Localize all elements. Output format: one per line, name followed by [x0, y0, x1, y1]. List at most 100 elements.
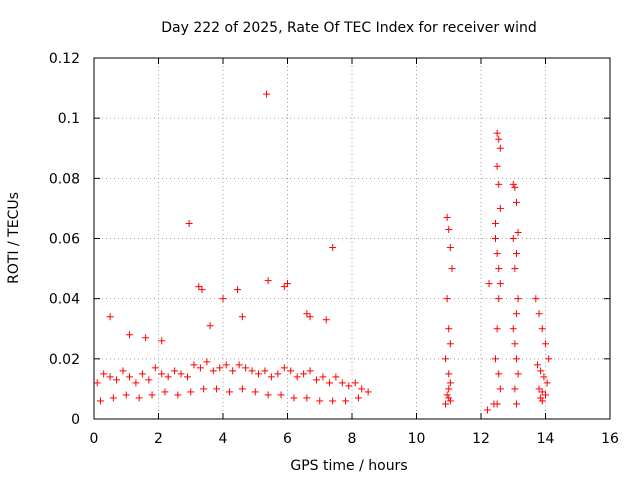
data-point [164, 373, 172, 381]
data-point [509, 235, 517, 242]
data-point [319, 373, 327, 381]
x-tick-label: 10 [408, 431, 426, 447]
data-point [446, 379, 454, 387]
data-point [290, 394, 298, 402]
data-point [512, 355, 520, 363]
data-point [443, 391, 451, 399]
data-point [106, 313, 114, 321]
data-point [113, 376, 121, 384]
x-axis-label: GPS time / hours [290, 458, 407, 474]
y-tick-label: 0.1 [58, 111, 80, 127]
data-point [443, 213, 451, 221]
data-point [511, 265, 519, 273]
data-point [287, 367, 295, 375]
data-point [514, 228, 522, 236]
data-point [535, 385, 543, 393]
data-point [100, 370, 108, 378]
data-point [442, 400, 450, 408]
data-point [119, 367, 127, 375]
data-point [122, 391, 130, 399]
data-point [158, 370, 166, 378]
data-point [495, 135, 503, 143]
data-point [219, 295, 227, 303]
data-point [492, 235, 500, 242]
data-point [495, 295, 503, 303]
data-point [512, 198, 520, 206]
x-tick-label: 16 [601, 431, 619, 447]
data-point [358, 385, 366, 393]
data-point [125, 373, 133, 381]
chart-title: Day 222 of 2025, Rate Of TEC Index for r… [161, 20, 536, 36]
data-point [351, 379, 359, 387]
data-point [280, 364, 288, 372]
data-point [322, 316, 330, 324]
data-point [540, 373, 548, 381]
data-point [125, 331, 133, 339]
data-point [222, 361, 230, 369]
data-point [171, 367, 179, 375]
data-point [445, 385, 453, 393]
data-point [206, 322, 214, 330]
data-point [537, 367, 545, 375]
data-point [267, 373, 275, 381]
x-tick-label: 14 [537, 431, 555, 447]
data-point [496, 280, 504, 288]
x-tick-label: 8 [348, 431, 357, 447]
data-point [216, 364, 224, 372]
data-point [248, 367, 256, 375]
data-point [512, 310, 520, 318]
data-point [538, 325, 546, 333]
data-point [263, 90, 271, 98]
data-point [93, 379, 101, 387]
data-point [345, 382, 353, 390]
data-point [200, 385, 208, 393]
y-tick-label: 0 [71, 412, 80, 428]
data-point [542, 340, 549, 348]
data-point [190, 361, 198, 369]
data-point [445, 325, 453, 333]
data-point [329, 397, 337, 405]
data-point [151, 364, 159, 372]
y-tick-label: 0.04 [49, 292, 80, 308]
data-point [537, 394, 545, 402]
y-axis-label: ROTI / TECUs [6, 192, 22, 284]
data-point [135, 394, 143, 402]
x-tick-label: 6 [283, 431, 292, 447]
data-point [338, 379, 346, 387]
data-point [445, 370, 453, 378]
data-points [93, 90, 553, 414]
data-point [496, 144, 504, 152]
data-point [509, 180, 517, 188]
y-tick-label: 0.08 [49, 171, 80, 187]
data-point [300, 370, 308, 378]
x-tick-label: 0 [90, 431, 99, 447]
data-point [509, 325, 517, 333]
data-point [196, 364, 204, 372]
data-point [485, 280, 493, 288]
data-point [511, 340, 519, 348]
data-point [316, 397, 324, 405]
data-point [234, 286, 242, 294]
y-tick-label: 0.06 [49, 232, 80, 248]
data-point [496, 385, 504, 393]
data-point [306, 313, 314, 321]
data-point [274, 370, 282, 378]
data-point [251, 388, 259, 396]
data-point [538, 388, 546, 396]
data-point [493, 325, 501, 333]
data-point [161, 388, 169, 396]
data-point [235, 361, 243, 369]
data-point [242, 364, 250, 372]
data-point [229, 367, 237, 375]
x-tick-label: 2 [154, 431, 163, 447]
data-point [354, 394, 362, 402]
data-point [284, 280, 291, 288]
data-point [148, 391, 156, 399]
data-point [329, 244, 337, 252]
data-point [443, 295, 451, 303]
x-tick-label: 12 [472, 431, 490, 447]
data-point [535, 310, 543, 318]
data-point [542, 391, 549, 399]
data-point [306, 367, 314, 375]
data-point [495, 265, 503, 273]
